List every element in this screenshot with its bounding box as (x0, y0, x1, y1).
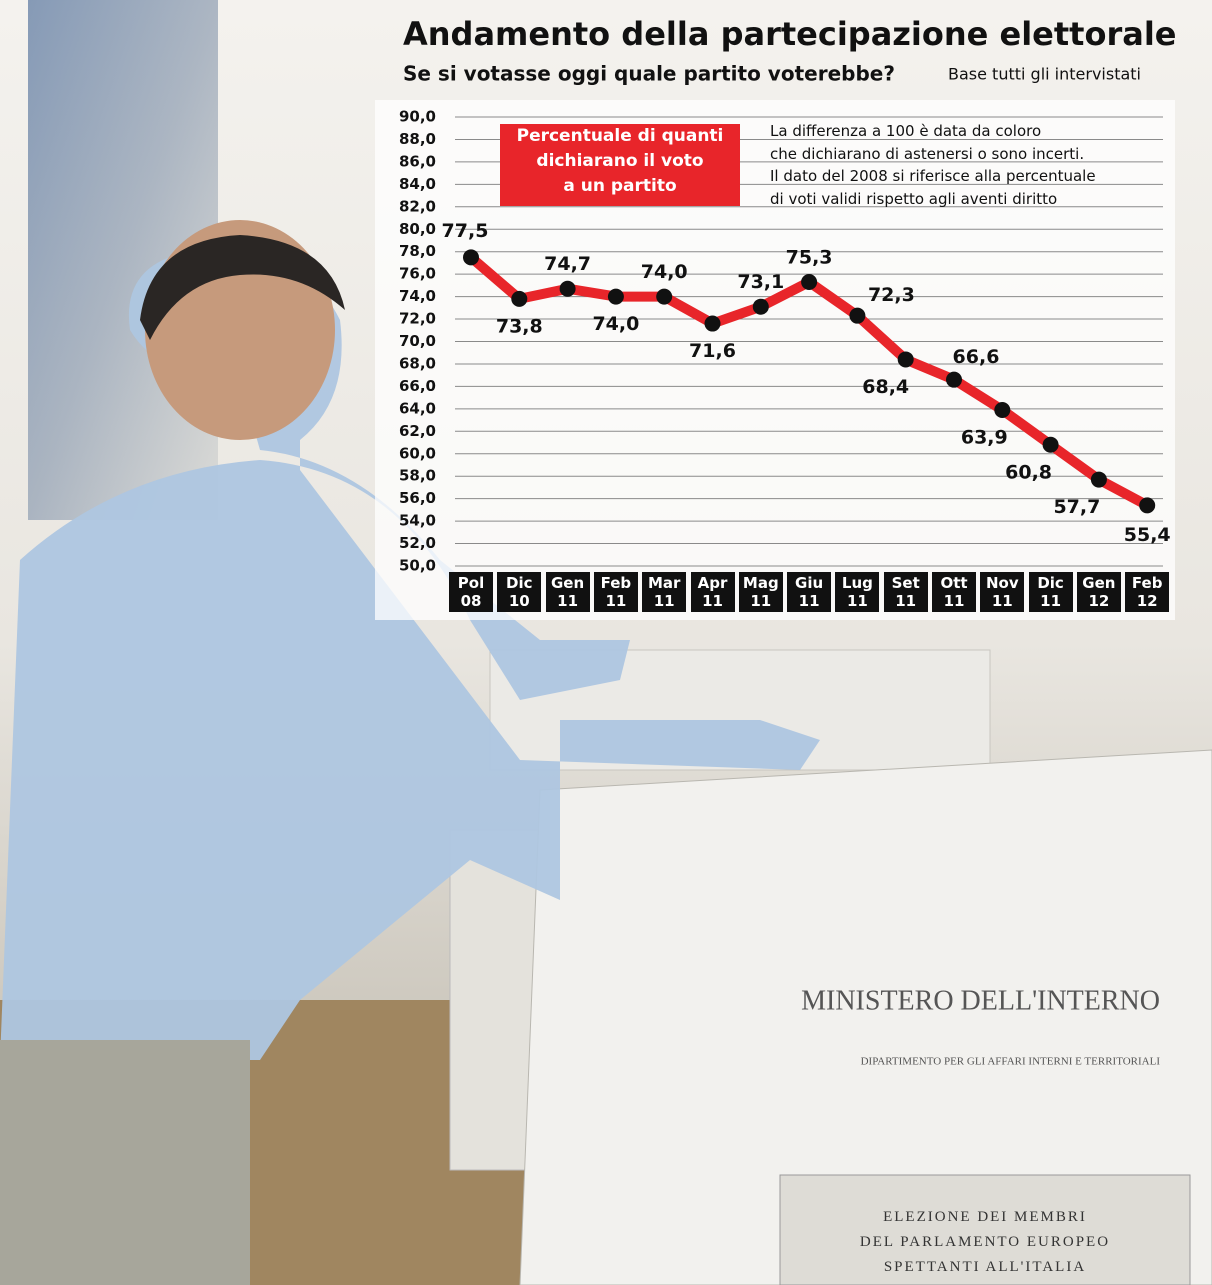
y-tick-label: 54,0 (399, 512, 436, 530)
y-tick-label: 60,0 (399, 444, 436, 462)
data-label: 74,7 (544, 253, 591, 275)
x-tick-label: Giu 11 (787, 572, 831, 612)
y-tick-label: 72,0 (399, 310, 436, 328)
data-label: 57,7 (1053, 496, 1100, 518)
page: Andamento della partecipazione elettoral… (0, 0, 1212, 1285)
note: La differenza a 100 è data da coloro che… (770, 120, 1096, 210)
box-label: MINISTERO DELL'INTERNO (801, 985, 1160, 1016)
x-tick-label: Apr 11 (691, 572, 735, 612)
data-label: 66,6 (953, 346, 1000, 368)
data-label: 73,8 (496, 315, 543, 337)
x-tick-label: Dic 10 (497, 572, 541, 612)
y-tick-label: 66,0 (399, 377, 436, 395)
data-label: 68,4 (862, 376, 909, 398)
data-point (946, 372, 962, 388)
x-tick-label: Ott 11 (932, 572, 976, 612)
data-label: 75,3 (786, 247, 833, 269)
x-tick-label: Pol 08 (449, 572, 493, 612)
data-label: 74,0 (592, 313, 639, 335)
data-label: 60,8 (1005, 461, 1052, 483)
y-tick-label: 68,0 (399, 354, 436, 372)
man-trousers (0, 1040, 250, 1285)
chart-subtitle: Se si votasse oggi quale partito votereb… (403, 62, 895, 86)
box-sublabel: DIPARTIMENTO PER GLI AFFARI INTERNI E TE… (861, 1056, 1161, 1068)
data-label: 77,5 (442, 220, 489, 242)
x-tick-label: Set 11 (884, 572, 928, 612)
y-tick-label: 70,0 (399, 332, 436, 350)
data-point (849, 308, 865, 324)
data-label: 63,9 (961, 426, 1008, 448)
y-tick-label: 82,0 (399, 197, 436, 215)
data-label: 55,4 (1124, 524, 1171, 546)
data-point (656, 289, 672, 305)
data-point (898, 351, 914, 367)
data-point (463, 249, 479, 265)
data-label: 74,0 (641, 261, 688, 283)
y-tick-label: 62,0 (399, 422, 436, 440)
y-tick-label: 78,0 (399, 242, 436, 260)
data-label: 73,1 (737, 271, 784, 293)
data-point (608, 289, 624, 305)
x-tick-label: Feb 12 (1125, 572, 1169, 612)
y-tick-label: 86,0 (399, 152, 436, 170)
x-tick-label: Feb 11 (594, 572, 638, 612)
y-tick-label: 56,0 (399, 489, 436, 507)
y-tick-label: 52,0 (399, 534, 436, 552)
x-tick-label: Lug 11 (835, 572, 879, 612)
x-tick-label: Dic 11 (1029, 572, 1073, 612)
data-point (1139, 497, 1155, 513)
data-point (705, 316, 721, 332)
y-tick-label: 80,0 (399, 220, 436, 238)
data-point (801, 274, 817, 290)
data-label: 71,6 (689, 340, 736, 362)
x-tick-label: Gen 12 (1077, 572, 1121, 612)
data-point (994, 402, 1010, 418)
y-tick-label: 88,0 (399, 130, 436, 148)
y-tick-label: 58,0 (399, 467, 436, 485)
chart-title: Andamento della partecipazione elettoral… (403, 15, 1177, 53)
y-tick-label: 50,0 (399, 557, 436, 575)
data-point (1091, 472, 1107, 488)
y-tick-label: 84,0 (399, 175, 436, 193)
y-tick-label: 76,0 (399, 265, 436, 283)
box-card-text: ELEZIONE DEI MEMBRI DEL PARLAMENTO EUROP… (780, 1205, 1190, 1280)
x-tick-label: Gen 11 (546, 572, 590, 612)
x-tick-label: Mar 11 (642, 572, 686, 612)
data-point (1043, 437, 1059, 453)
data-label: 72,3 (868, 284, 915, 306)
data-point (753, 299, 769, 315)
y-tick-label: 90,0 (399, 108, 436, 126)
y-tick-label: 64,0 (399, 399, 436, 417)
data-point (511, 291, 527, 307)
data-point (560, 281, 576, 297)
base-note: Base tutti gli intervistati (948, 65, 1141, 84)
x-tick-label: Nov 11 (980, 572, 1024, 612)
annotation-box: Percentuale di quanti dichiarano il voto… (500, 124, 740, 206)
x-tick-label: Mag 11 (739, 572, 783, 612)
y-tick-label: 74,0 (399, 287, 436, 305)
